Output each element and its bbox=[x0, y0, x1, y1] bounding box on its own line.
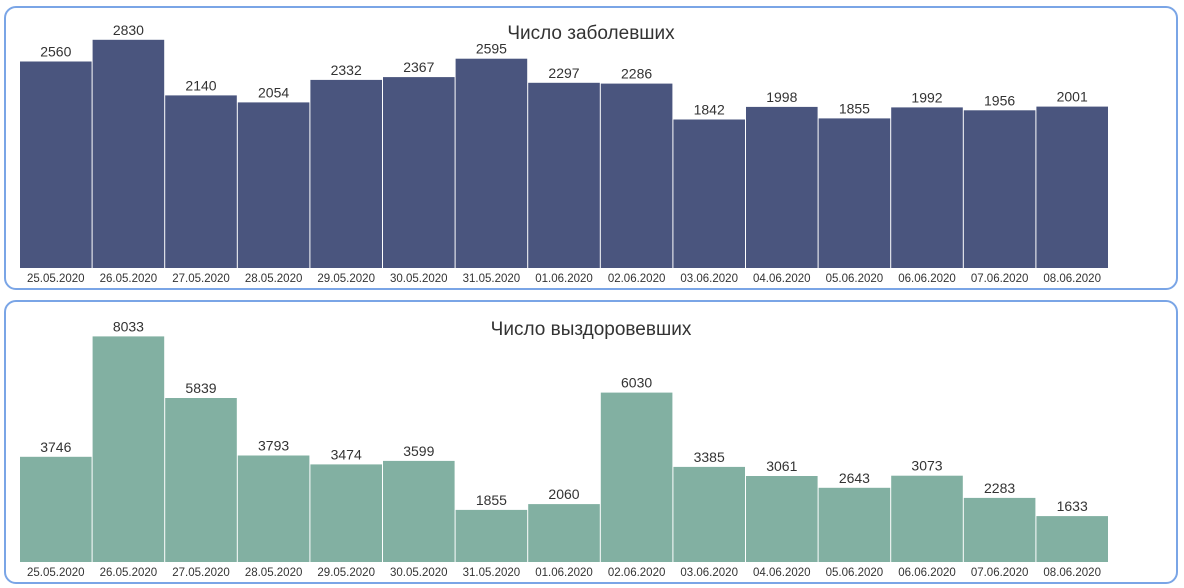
recovered-bar-value-label: 1855 bbox=[476, 492, 507, 508]
cases-bar-value-label: 2140 bbox=[185, 77, 216, 93]
recovered-bar-value-label: 3599 bbox=[403, 443, 434, 459]
recovered-bar bbox=[600, 392, 673, 562]
cases-bar bbox=[20, 61, 92, 268]
cases-chart-panel: Число заболевших 2560 25.05.2020 2830 26.05… bbox=[4, 6, 1178, 290]
recovered-chart-title: Число выздоровевших bbox=[490, 319, 692, 340]
recovered-x-tick-label: 02.06.2020 bbox=[608, 567, 666, 579]
recovered-x-tick-label: 26.05.2020 bbox=[100, 567, 158, 579]
cases-x-tick-label: 08.06.2020 bbox=[1043, 273, 1101, 285]
cases-x-tick-label: 06.06.2020 bbox=[898, 273, 956, 285]
cases-chart-title: Число заболевших bbox=[507, 23, 675, 44]
cases-bar bbox=[963, 110, 1036, 268]
cases-bar-value-label: 1992 bbox=[911, 89, 942, 105]
recovered-bar-value-label: 3746 bbox=[40, 439, 71, 455]
cases-x-tick-label: 01.06.2020 bbox=[535, 273, 593, 285]
recovered-x-tick-label: 25.05.2020 bbox=[27, 567, 85, 579]
cases-x-tick-label: 27.05.2020 bbox=[172, 273, 230, 285]
cases-bar-value-label: 2830 bbox=[113, 22, 144, 38]
recovered-x-tick-label: 06.06.2020 bbox=[898, 567, 956, 579]
cases-bar bbox=[600, 83, 673, 268]
cases-bar-value-label: 2001 bbox=[1057, 89, 1088, 105]
recovered-bar bbox=[818, 487, 891, 562]
cases-bar bbox=[310, 79, 382, 269]
recovered-bar-value-label: 3073 bbox=[911, 458, 942, 474]
recovered-bar bbox=[92, 336, 165, 562]
recovered-x-tick-label: 27.05.2020 bbox=[172, 567, 230, 579]
recovered-bar bbox=[1036, 516, 1108, 562]
cases-bar-value-label: 1956 bbox=[984, 92, 1015, 108]
cases-bar bbox=[237, 102, 310, 269]
recovered-x-tick-label: 03.06.2020 bbox=[680, 567, 738, 579]
recovered-x-tick-label: 01.06.2020 bbox=[535, 567, 593, 579]
cases-bar-value-label: 2367 bbox=[403, 59, 434, 75]
recovered-bar bbox=[383, 460, 455, 562]
recovered-bar bbox=[455, 509, 528, 562]
cases-x-tick-label: 03.06.2020 bbox=[680, 273, 738, 285]
cases-x-tick-label: 26.05.2020 bbox=[100, 273, 158, 285]
cases-bar-chart: 2560 25.05.2020 2830 26.05.2020 2140 27.05.20… bbox=[20, 22, 1108, 285]
cases-x-tick-label: 05.06.2020 bbox=[826, 273, 884, 285]
cases-bar-value-label: 2054 bbox=[258, 84, 289, 100]
recovered-bar-value-label: 3061 bbox=[766, 458, 797, 474]
cases-x-tick-label: 30.05.2020 bbox=[390, 273, 448, 285]
cases-x-tick-label: 25.05.2020 bbox=[27, 273, 85, 285]
cases-x-tick-label: 31.05.2020 bbox=[463, 273, 521, 285]
recovered-bar-value-label: 2060 bbox=[548, 486, 579, 502]
recovered-bar bbox=[528, 504, 600, 562]
recovered-bar-value-label: 6030 bbox=[621, 375, 652, 391]
recovered-bar-value-label: 2283 bbox=[984, 480, 1015, 496]
recovered-bar bbox=[165, 398, 237, 562]
cases-bar bbox=[746, 106, 818, 269]
recovered-bar-value-label: 5839 bbox=[185, 380, 216, 396]
cases-bar bbox=[383, 77, 455, 268]
recovered-bar-value-label: 3474 bbox=[331, 446, 362, 462]
cases-x-tick-label: 04.06.2020 bbox=[753, 273, 811, 285]
recovered-bar-chart: 3746 25.05.2020 8033 26.05.2020 5839 27.05.20… bbox=[20, 318, 1108, 579]
cases-x-tick-label: 07.06.2020 bbox=[971, 273, 1029, 285]
cases-x-tick-label: 29.05.2020 bbox=[317, 273, 375, 285]
cases-bar bbox=[1036, 106, 1108, 268]
cases-bar-value-label: 1842 bbox=[694, 102, 725, 118]
recovered-bar-value-label: 2643 bbox=[839, 470, 870, 486]
cases-x-tick-label: 02.06.2020 bbox=[608, 273, 666, 285]
recovered-bar bbox=[673, 466, 745, 562]
recovered-bar bbox=[310, 464, 382, 562]
recovered-chart-panel: Число выздоровевших 3746 25.05.2020 8033 26… bbox=[4, 300, 1178, 584]
recovered-bar bbox=[963, 497, 1036, 562]
cases-bar bbox=[165, 95, 237, 269]
recovered-x-tick-label: 08.06.2020 bbox=[1043, 567, 1101, 579]
cases-bar bbox=[818, 118, 891, 269]
recovered-bar-value-label: 3385 bbox=[694, 449, 725, 465]
cases-bar-value-label: 2286 bbox=[621, 66, 652, 82]
recovered-bar bbox=[20, 456, 92, 562]
cases-bar bbox=[528, 82, 600, 268]
cases-x-tick-label: 28.05.2020 bbox=[245, 273, 303, 285]
recovered-x-tick-label: 30.05.2020 bbox=[390, 567, 448, 579]
recovered-bar bbox=[891, 475, 963, 562]
recovered-bar bbox=[746, 476, 818, 562]
recovered-bar bbox=[237, 455, 310, 562]
recovered-x-tick-label: 29.05.2020 bbox=[317, 567, 375, 579]
cases-bar bbox=[673, 119, 745, 268]
recovered-bar-value-label: 8033 bbox=[113, 318, 144, 334]
recovered-x-tick-label: 05.06.2020 bbox=[826, 567, 884, 579]
cases-bar-value-label: 2297 bbox=[548, 65, 579, 81]
recovered-bar-value-label: 1633 bbox=[1057, 498, 1088, 514]
cases-bar-value-label: 1855 bbox=[839, 100, 870, 116]
cases-bar-value-label: 1998 bbox=[766, 89, 797, 105]
recovered-x-tick-label: 28.05.2020 bbox=[245, 567, 303, 579]
recovered-x-tick-label: 04.06.2020 bbox=[753, 567, 811, 579]
cases-bar bbox=[891, 107, 963, 269]
cases-bar-value-label: 2595 bbox=[476, 41, 507, 57]
cases-bar-value-label: 2332 bbox=[331, 62, 362, 78]
recovered-bar-value-label: 3793 bbox=[258, 438, 289, 454]
cases-bar-value-label: 2560 bbox=[40, 44, 71, 60]
recovered-x-tick-label: 07.06.2020 bbox=[971, 567, 1029, 579]
recovered-x-tick-label: 31.05.2020 bbox=[463, 567, 521, 579]
cases-bar bbox=[455, 58, 528, 269]
cases-bar bbox=[92, 39, 165, 268]
